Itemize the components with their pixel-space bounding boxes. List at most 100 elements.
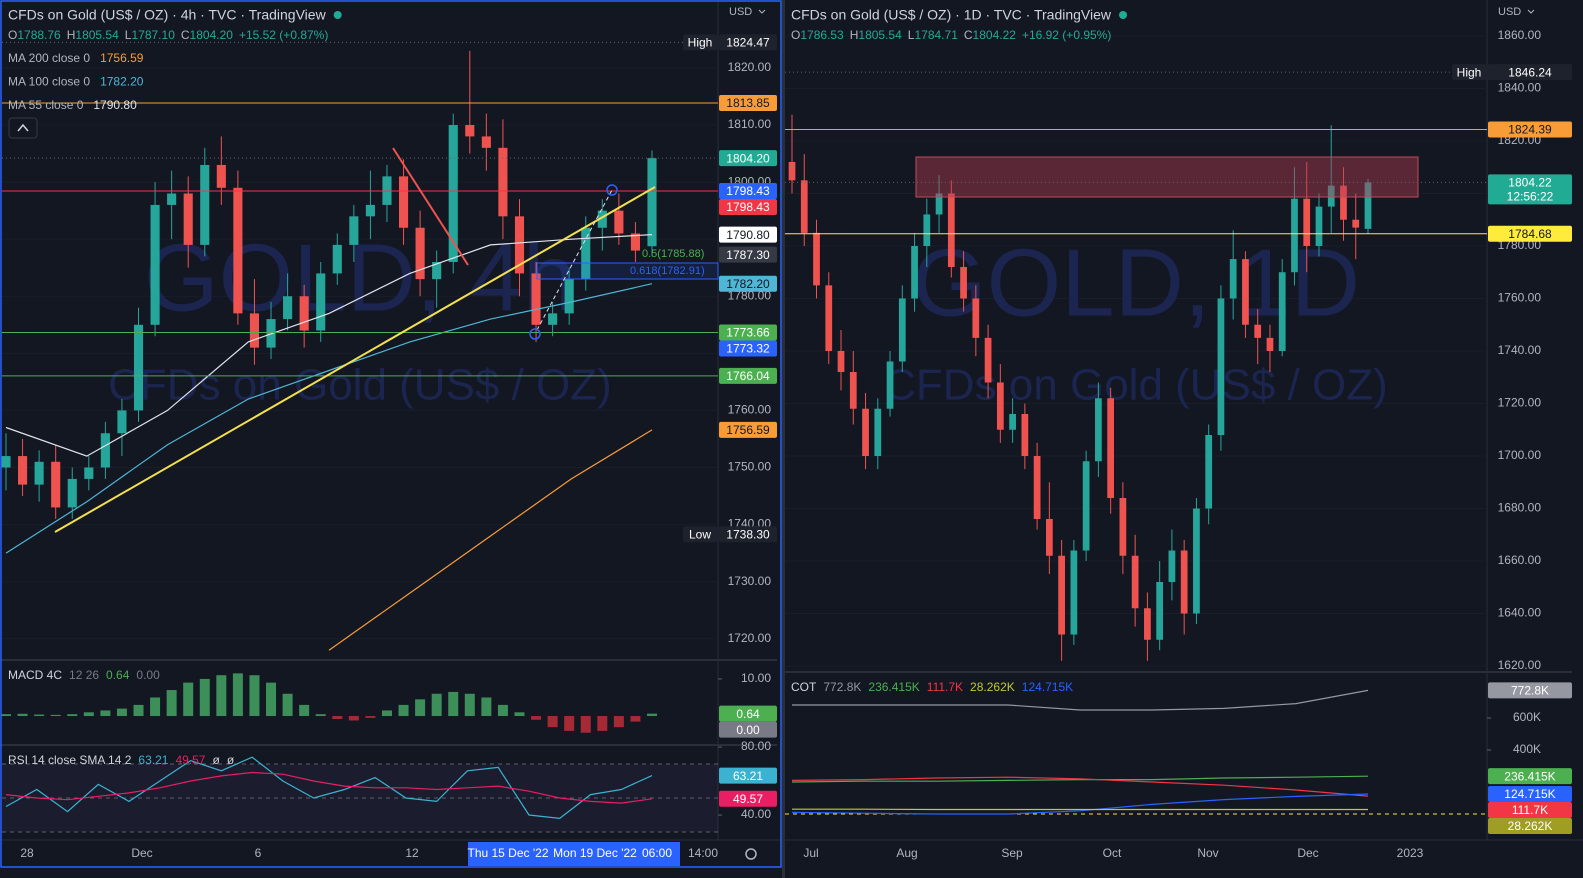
x-tick-label: Thu 15 Dec '22 <box>467 846 548 860</box>
line-series <box>5 234 653 457</box>
price-label-box <box>719 340 777 357</box>
candle-body <box>133 324 144 411</box>
indicator-value: 1790.80 <box>93 98 137 112</box>
line-series <box>791 775 1369 783</box>
y-tick-label: 40.00 <box>741 807 771 821</box>
price-label: 772.8K <box>1511 684 1549 698</box>
y-tick-label: 1860.00 <box>1498 28 1542 42</box>
x-tick-label: 28 <box>20 846 34 860</box>
legend-item: 236.415K <box>868 680 919 694</box>
y-tick-label: 1660.00 <box>1498 553 1542 567</box>
x-tick-label: 14:00 <box>688 846 718 860</box>
fib-label: 0.5(1785.88) <box>642 248 704 260</box>
histogram-bar <box>216 675 227 717</box>
candle-body <box>898 298 906 362</box>
price-label: 1773.32 <box>726 342 770 356</box>
y-tick-label: 1680.00 <box>1498 501 1542 515</box>
price-label-box <box>719 721 777 738</box>
price-label: 1804.22 <box>1508 176 1552 190</box>
trend-line <box>54 186 656 533</box>
candle-body <box>923 214 931 246</box>
price-label-box <box>1488 225 1572 242</box>
x-tick-label: Mon 19 Dec '22 <box>553 846 637 860</box>
candle-body <box>1009 413 1016 430</box>
indicator-name: MA 100 close 0 <box>8 75 90 89</box>
legend-item: 0.64 <box>106 668 130 682</box>
histogram-bar <box>67 714 78 717</box>
histogram-bar <box>348 716 359 721</box>
ohlc-key: L <box>125 28 132 42</box>
histogram-bar <box>531 716 542 720</box>
candle-body <box>1303 198 1311 246</box>
ohlc-key: L <box>908 28 915 42</box>
candle-body <box>299 296 309 331</box>
price-label-box <box>1488 682 1572 699</box>
histogram-bar <box>580 716 591 733</box>
histogram-bar <box>34 714 45 717</box>
anchor[interactable] <box>606 184 618 196</box>
candle-body <box>1119 497 1127 556</box>
tag-box <box>1452 64 1486 81</box>
price-label: 1790.80 <box>726 228 770 242</box>
y-tick-label: 10.00 <box>741 671 771 685</box>
ohlc-value: 1787.10 <box>131 28 175 42</box>
candle-body <box>448 125 458 263</box>
chart-title: CFDs on Gold (US$ / OZ) · 1D · TVC · Tra… <box>791 7 1112 23</box>
y-tick-label: 1720.00 <box>728 631 772 645</box>
status-dot <box>333 11 342 19</box>
candle-body <box>1291 198 1298 273</box>
price-label: 1784.68 <box>1508 227 1552 241</box>
line-series <box>5 771 653 804</box>
price-label: 63.21 <box>733 769 763 783</box>
legend-item: 111.7K <box>927 680 963 694</box>
price-label: 1766.04 <box>726 369 770 383</box>
candle-body <box>996 382 1004 430</box>
candle-body <box>1045 519 1053 556</box>
candle-body <box>1 456 11 468</box>
histogram-bar <box>597 716 608 731</box>
candle-body <box>1340 185 1347 220</box>
ohlc-key: H <box>850 28 859 42</box>
legend: COT 772.8K 236.415K 111.7K 28.262K 124.715K <box>791 680 1073 694</box>
price-label: 1798.43 <box>726 184 770 198</box>
fib-line <box>536 189 613 331</box>
anchor[interactable] <box>529 328 541 340</box>
watermark: GOLD, 4h <box>144 224 576 331</box>
y-tick-label: 1640.00 <box>1498 606 1542 620</box>
tag-box <box>683 34 717 51</box>
candle-body <box>886 361 894 409</box>
candle-body <box>1058 555 1065 635</box>
candle-body <box>1315 206 1323 246</box>
histogram-bar <box>613 716 624 728</box>
candle-body <box>984 337 992 383</box>
candle-body <box>514 216 525 274</box>
histogram-bar <box>564 716 575 731</box>
price-label: 1804.20 <box>726 151 770 165</box>
legend: RSI 14 close SMA 14 2 63.21 49.57 ø ø <box>8 753 235 767</box>
histogram-bar <box>448 691 459 717</box>
legend-item: 772.8K <box>823 680 861 694</box>
candle-body <box>332 244 342 274</box>
histogram-bar <box>50 714 61 717</box>
watermark-subtitle: CFDs on Gold (US$ / OZ) <box>108 361 612 410</box>
candle-body <box>935 193 943 215</box>
y-tick-label: 1750.00 <box>728 460 772 474</box>
x-tick-label: 6 <box>255 846 262 860</box>
candle-body <box>432 262 442 280</box>
candle-body <box>1070 550 1078 635</box>
candle-body <box>150 204 160 325</box>
legend-item: 124.715K <box>1022 680 1073 694</box>
histogram-bar <box>547 716 558 728</box>
histogram-bar <box>381 710 392 717</box>
collapse-button[interactable] <box>8 117 38 139</box>
candle-body <box>1131 555 1139 609</box>
candle-body <box>581 227 591 280</box>
candle-body <box>216 164 226 188</box>
indicator-legend: MA 55 close 0 1790.80 <box>8 98 137 112</box>
price-label-box <box>1488 174 1572 205</box>
candle-body <box>67 478 77 508</box>
candle-body <box>1205 434 1213 509</box>
settings-icon[interactable] <box>745 848 757 860</box>
candle-body <box>100 433 110 468</box>
ohlc-value: 1805.54 <box>75 28 119 42</box>
